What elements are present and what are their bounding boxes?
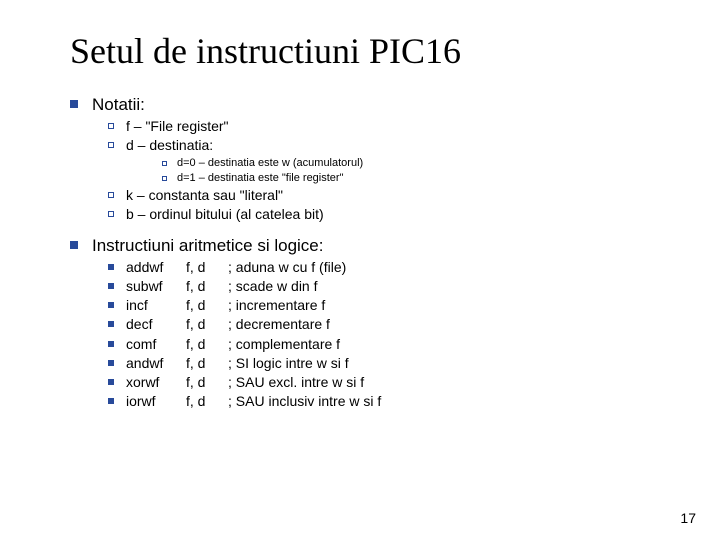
subitem-text: d=0 – destinatia este w (acumulatorul) <box>177 156 363 170</box>
list-item: b – ordinul bitului (al catelea bit) <box>108 205 670 223</box>
section1-heading-text: Notatii: <box>92 94 145 115</box>
square-open-bullet-icon <box>108 123 114 129</box>
item-text: b – ordinul bitului (al catelea bit) <box>126 205 324 223</box>
square-bullet-icon <box>108 341 114 347</box>
list-item: k – constanta sau "literal" <box>108 186 670 204</box>
args: f, d <box>186 277 228 295</box>
args: f, d <box>186 373 228 391</box>
instruction-row: incf f, d ; incrementare f <box>108 296 670 314</box>
instruction-row: addwf f, d ; aduna w cu f (file) <box>108 258 670 276</box>
list-subitem: d=1 – destinatia este "file register" <box>162 171 670 185</box>
instruction-row: xorwf f, d ; SAU excl. intre w si f <box>108 373 670 391</box>
args: f, d <box>186 258 228 276</box>
mnemonic: decf <box>126 315 186 333</box>
slide: Setul de instructiuni PIC16 Notatii: f –… <box>0 0 720 540</box>
square-open-bullet-icon <box>108 211 114 217</box>
square-bullet-icon <box>108 283 114 289</box>
desc: ; decrementare f <box>228 315 330 333</box>
item-text: d – destinatia: <box>126 136 213 154</box>
list-item: f – "File register" <box>108 117 670 135</box>
subitem-text: d=1 – destinatia este "file register" <box>177 171 344 185</box>
instruction-row: andwf f, d ; SI logic intre w si f <box>108 354 670 372</box>
desc: ; scade w din f <box>228 277 318 295</box>
square-bullet-icon <box>108 321 114 327</box>
desc: ; incrementare f <box>228 296 325 314</box>
section-heading-instructiuni: Instructiuni aritmetice si logice: <box>70 235 670 256</box>
args: f, d <box>186 335 228 353</box>
mnemonic: andwf <box>126 354 186 372</box>
section-heading-notatii: Notatii: <box>70 94 670 115</box>
page-number: 17 <box>680 510 696 526</box>
desc: ; SAU excl. intre w si f <box>228 373 364 391</box>
instruction-row: iorwf f, d ; SAU inclusiv intre w si f <box>108 392 670 410</box>
square-open-bullet-icon <box>162 161 167 166</box>
args: f, d <box>186 315 228 333</box>
mnemonic: iorwf <box>126 392 186 410</box>
square-bullet-icon <box>108 360 114 366</box>
square-open-bullet-icon <box>108 142 114 148</box>
mnemonic: subwf <box>126 277 186 295</box>
mnemonic: xorwf <box>126 373 186 391</box>
mnemonic: addwf <box>126 258 186 276</box>
item-text: k – constanta sau "literal" <box>126 186 283 204</box>
desc: ; SI logic intre w si f <box>228 354 349 372</box>
args: f, d <box>186 354 228 372</box>
square-bullet-icon <box>70 241 78 249</box>
desc: ; complementare f <box>228 335 340 353</box>
desc: ; SAU inclusiv intre w si f <box>228 392 381 410</box>
args: f, d <box>186 296 228 314</box>
mnemonic: incf <box>126 296 186 314</box>
mnemonic: comf <box>126 335 186 353</box>
slide-title: Setul de instructiuni PIC16 <box>70 30 670 72</box>
section2-heading-text: Instructiuni aritmetice si logice: <box>92 235 323 256</box>
args: f, d <box>186 392 228 410</box>
square-bullet-icon <box>108 264 114 270</box>
square-open-bullet-icon <box>162 176 167 181</box>
square-bullet-icon <box>108 379 114 385</box>
square-bullet-icon <box>70 100 78 108</box>
instruction-row: subwf f, d ; scade w din f <box>108 277 670 295</box>
square-bullet-icon <box>108 398 114 404</box>
instruction-row: decf f, d ; decrementare f <box>108 315 670 333</box>
list-item: d – destinatia: <box>108 136 670 154</box>
desc: ; aduna w cu f (file) <box>228 258 346 276</box>
list-subitem: d=0 – destinatia este w (acumulatorul) <box>162 156 670 170</box>
square-bullet-icon <box>108 302 114 308</box>
item-text: f – "File register" <box>126 117 229 135</box>
square-open-bullet-icon <box>108 192 114 198</box>
instruction-row: comf f, d ; complementare f <box>108 335 670 353</box>
